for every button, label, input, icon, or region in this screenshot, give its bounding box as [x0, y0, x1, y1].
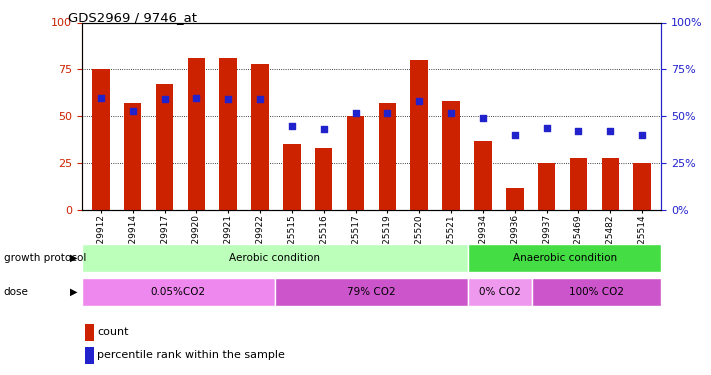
Point — [445, 110, 456, 116]
Bar — [410, 60, 428, 210]
Text: ▶: ▶ — [70, 286, 77, 297]
Point — [477, 115, 488, 121]
Bar — [347, 116, 364, 210]
Text: Anaerobic condition: Anaerobic condition — [513, 253, 616, 263]
Point — [604, 128, 616, 134]
Bar — [634, 163, 651, 210]
Bar — [442, 101, 460, 210]
Point — [191, 94, 202, 100]
Text: 0% CO2: 0% CO2 — [479, 286, 521, 297]
Bar — [82, 244, 468, 272]
Text: dose: dose — [4, 286, 28, 297]
Point — [287, 123, 298, 129]
Point — [95, 94, 107, 100]
Bar — [283, 144, 301, 210]
Bar — [92, 69, 109, 210]
Text: growth protocol: growth protocol — [4, 253, 86, 263]
Point — [318, 126, 329, 132]
Text: GDS2969 / 9746_at: GDS2969 / 9746_at — [68, 11, 196, 24]
Point — [509, 132, 520, 138]
Point — [127, 108, 139, 114]
Bar — [538, 163, 555, 210]
Bar — [85, 346, 94, 364]
Bar — [85, 324, 94, 340]
Point — [541, 124, 552, 130]
Point — [414, 98, 425, 104]
Bar — [602, 158, 619, 210]
Point — [255, 96, 266, 102]
Bar — [188, 58, 205, 210]
Bar — [275, 278, 468, 306]
Bar — [251, 64, 269, 210]
Bar — [506, 188, 523, 210]
Text: 0.05%CO2: 0.05%CO2 — [151, 286, 206, 297]
Point — [636, 132, 648, 138]
Bar — [379, 103, 396, 210]
Text: Aerobic condition: Aerobic condition — [230, 253, 321, 263]
Bar — [533, 278, 661, 306]
Text: ▶: ▶ — [70, 253, 77, 263]
Point — [159, 96, 170, 102]
Bar — [468, 278, 533, 306]
Text: 79% CO2: 79% CO2 — [347, 286, 396, 297]
Text: percentile rank within the sample: percentile rank within the sample — [97, 350, 285, 360]
Point — [573, 128, 584, 134]
Point — [382, 110, 393, 116]
Bar — [315, 148, 333, 210]
Bar — [82, 278, 275, 306]
Bar — [474, 141, 492, 210]
Bar — [220, 58, 237, 210]
Text: count: count — [97, 327, 129, 338]
Bar — [156, 84, 173, 210]
Point — [223, 96, 234, 102]
Bar — [468, 244, 661, 272]
Text: 100% CO2: 100% CO2 — [570, 286, 624, 297]
Bar — [124, 103, 141, 210]
Point — [350, 110, 361, 116]
Bar — [570, 158, 587, 210]
